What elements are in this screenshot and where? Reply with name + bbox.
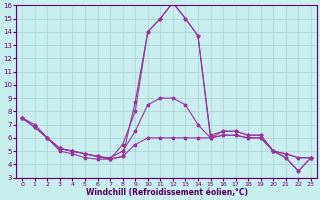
X-axis label: Windchill (Refroidissement éolien,°C): Windchill (Refroidissement éolien,°C)	[85, 188, 248, 197]
